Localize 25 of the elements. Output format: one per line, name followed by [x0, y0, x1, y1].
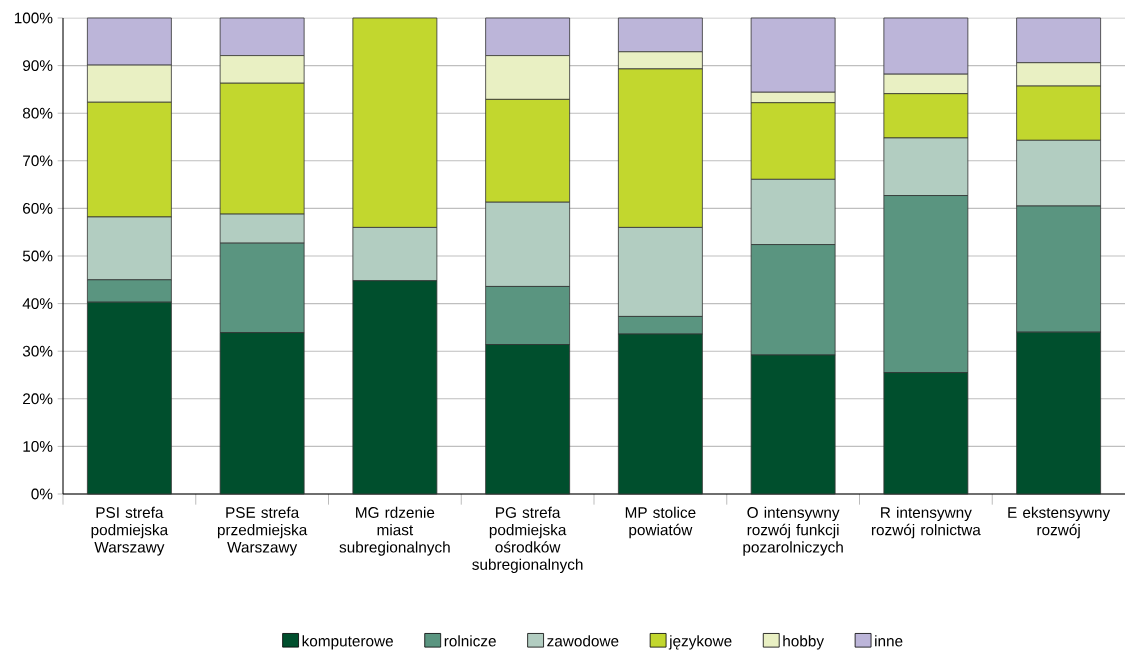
x-tick-label: PSI strefa podmiejska Warszawy	[91, 506, 169, 556]
legend-label: rolnicze	[444, 635, 496, 647]
x-tick-label: E ekstensywny rozwój	[1008, 506, 1111, 539]
y-tick-label: 30%	[22, 345, 53, 357]
y-tick-label: 10%	[23, 440, 53, 452]
y-tick-label: 100%	[14, 12, 53, 24]
y-tick-label: 20%	[23, 393, 53, 405]
legend-label: językowe	[668, 635, 732, 650]
legend-label: zawodowe	[547, 635, 619, 647]
y-tick-label: 70%	[23, 155, 53, 167]
legend-label: hobby	[783, 635, 825, 650]
y-tick-label: 0%	[31, 488, 53, 500]
x-tick-label: O intensywny rozwój funkcji pozarolniczych	[743, 506, 843, 556]
y-tick-label: 80%	[22, 107, 53, 119]
x-tick-label: R intensywny rozwój rolnictwa	[871, 506, 981, 539]
x-tick-label: MP stolice powiatów	[625, 506, 696, 539]
y-tick-label: 60%	[23, 202, 53, 214]
legend-label: inne	[875, 635, 903, 647]
y-tick-label: 40%	[22, 298, 53, 310]
y-tick-label: 90%	[22, 60, 53, 72]
x-tick-label: PSE strefa przedmiejska Warszawy	[217, 506, 308, 556]
legend-label: komputerowe	[302, 635, 393, 650]
x-tick-label: PG strefa podmiejska ośrodków subregionalnych	[472, 506, 583, 573]
x-tick-label: MG rdzenie miast subregionalnych	[339, 506, 450, 556]
y-tick-label: 50%	[22, 250, 53, 262]
